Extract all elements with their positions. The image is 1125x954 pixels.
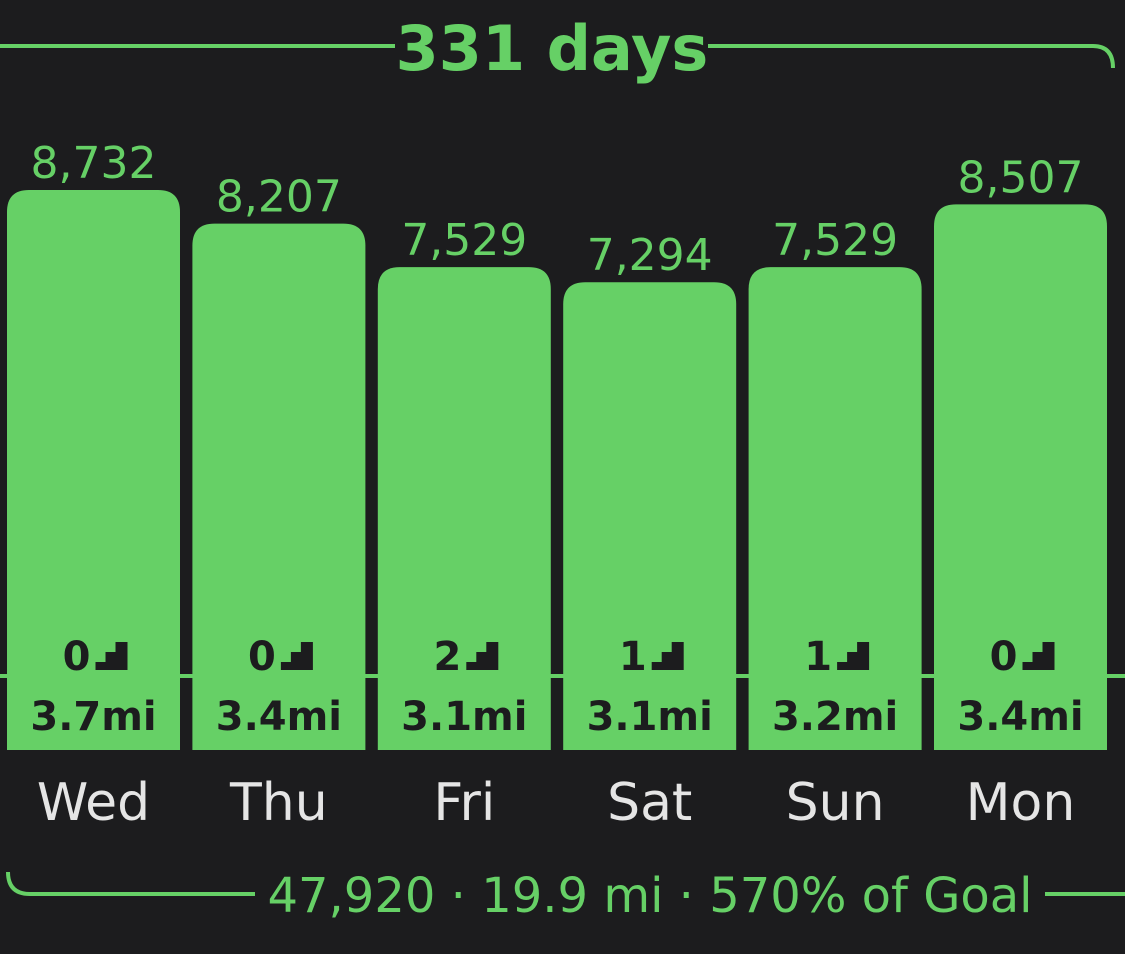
distance-label: 3.7mi [30,694,156,740]
stairs-icon [651,642,684,670]
floors-label: 2 [433,634,461,680]
x-tick-label: Wed [37,773,150,833]
distance-label: 3.2mi [772,694,898,740]
floors-label: 1 [804,634,832,680]
x-tick-label: Sun [786,773,885,833]
value-label: 8,507 [958,152,1084,203]
bar [934,204,1107,750]
header-line [708,44,1115,69]
distance-label: 3.1mi [401,694,527,740]
distance-label: 3.4mi [957,694,1083,740]
x-tick-label: Fri [433,773,495,833]
x-tick-label: Sat [607,773,692,833]
bar [377,267,551,750]
stairs-icon [95,642,128,670]
x-tick-label: Thu [229,773,328,833]
distance-label: 3.1mi [587,694,713,740]
distance-label: 3.4mi [216,694,342,740]
chart-title: 331 days [396,12,709,85]
stairs-icon [280,642,313,670]
stairs-icon [466,642,499,670]
value-label: 8,732 [31,138,157,189]
value-label: 8,207 [216,172,342,223]
footer-line [6,871,255,896]
stairs-icon [837,642,870,670]
floors-label: 1 [619,634,647,680]
floors-label: 0 [63,634,91,680]
value-label: 7,529 [401,215,527,266]
bar [7,190,180,750]
chart-subtitle: 47,920 · 19.9 mi · 570% of Goal [267,868,1032,924]
floors-label: 0 [248,634,276,680]
bar [563,282,737,750]
floors-label: 0 [990,634,1018,680]
value-label: 7,529 [772,215,898,266]
x-tick-label: Mon [966,773,1076,833]
bar [748,267,922,750]
stairs-icon [1022,642,1055,670]
value-label: 7,294 [587,230,713,281]
bar [192,223,366,751]
